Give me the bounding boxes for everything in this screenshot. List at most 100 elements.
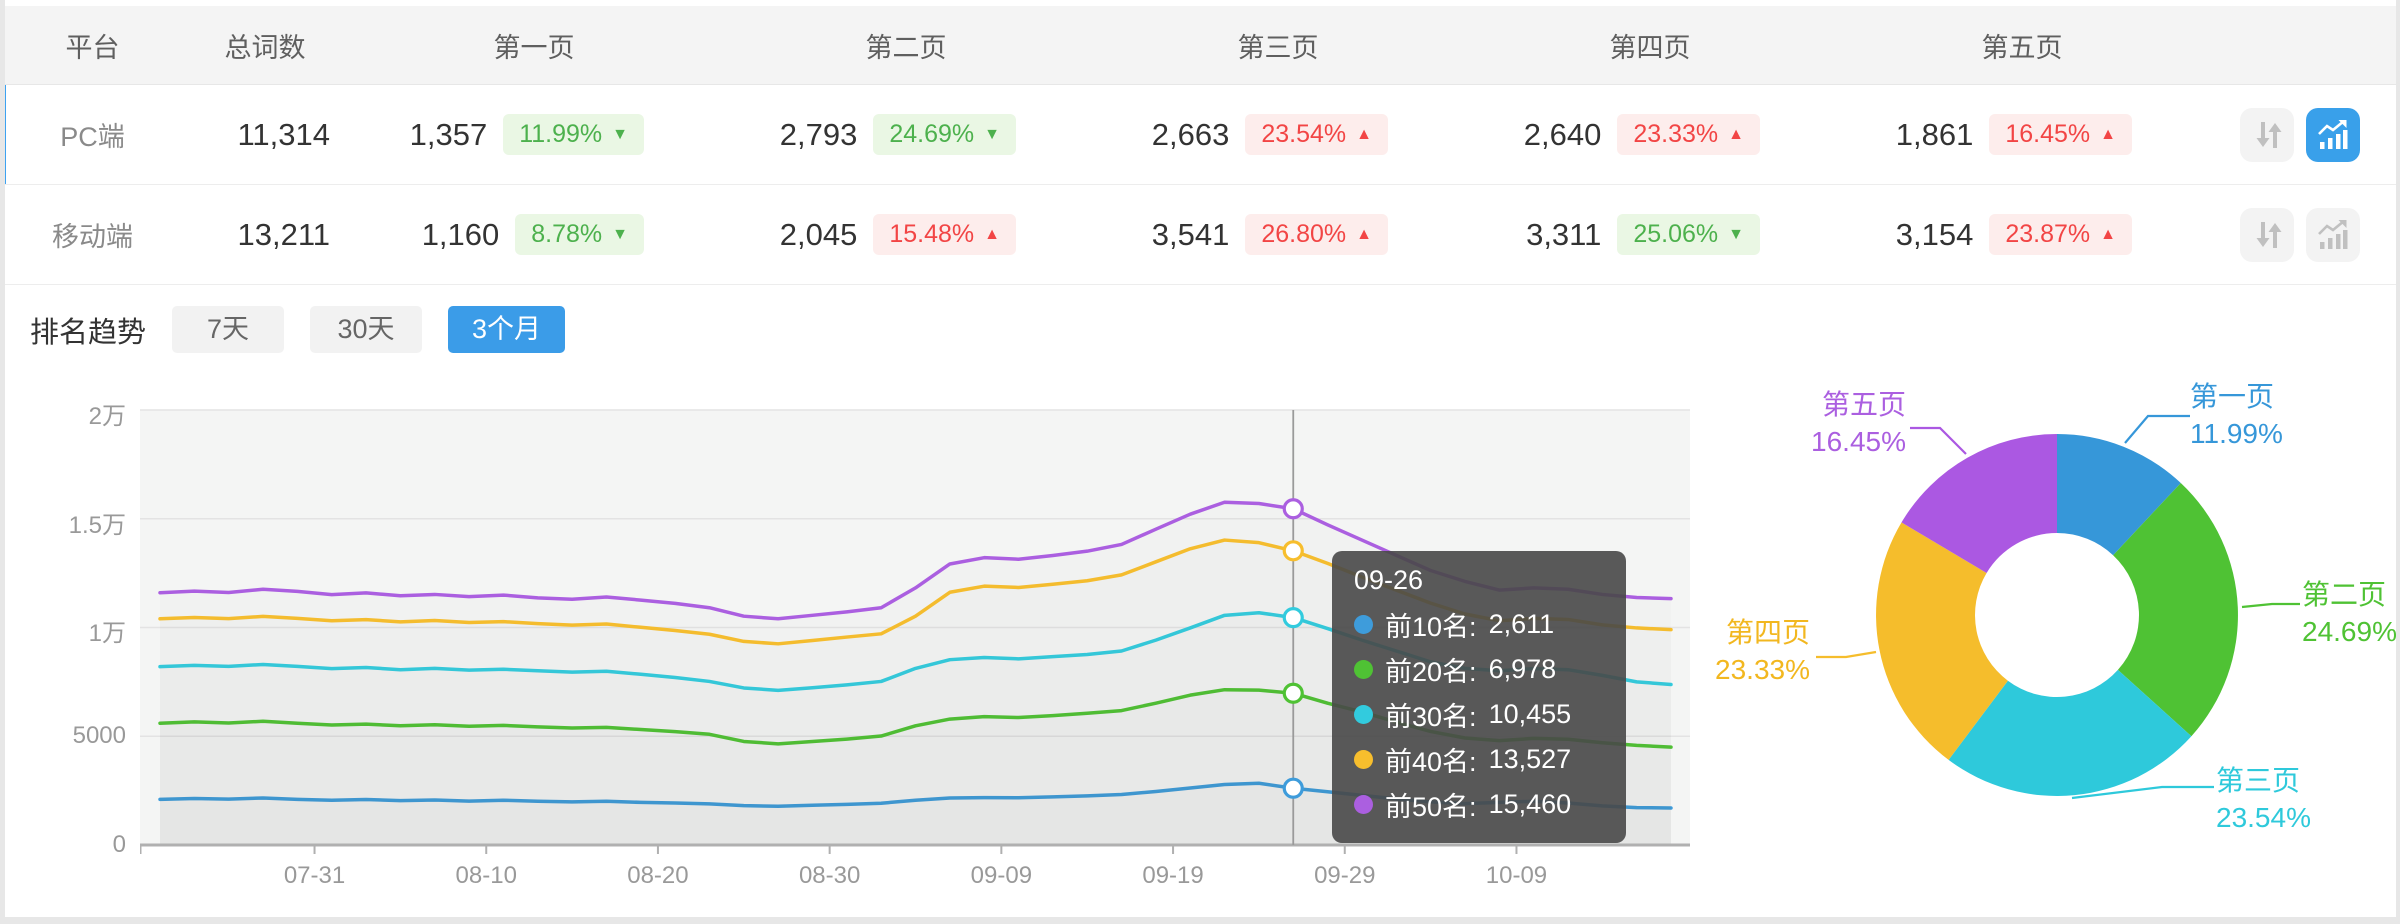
trend-arrow-icon: ▲: [1728, 125, 1744, 143]
svg-text:09-29: 09-29: [1314, 862, 1375, 889]
header-page-1: 第一页: [493, 32, 575, 63]
donut-label-page3: 第三页 23.54%: [2216, 765, 2311, 833]
y-axis-label: 0: [112, 831, 126, 858]
sort-button[interactable]: [2240, 207, 2294, 262]
donut-slice-第二页: [2113, 483, 2238, 737]
table-row-pc[interactable]: PC端 11,314 1,357 11.99% ▼ 2,793 24.69% ▼ 2…: [0, 85, 2396, 185]
trend-arrow-icon: ▲: [984, 225, 1000, 243]
pct-badge: 16.45% ▲: [1989, 114, 2132, 155]
chart-button[interactable]: [2306, 107, 2360, 162]
donut-label-page1: 第一页 11.99%: [2190, 381, 2283, 449]
chart-tooltip: 09-26 前10名2,611 前20名6,978 前30名10,455 前40…: [1332, 551, 1626, 843]
page2-cell: 2,045 15.48% ▲: [742, 214, 1114, 255]
page-count: 1,160: [421, 216, 500, 252]
sort-arrows-icon: [2256, 121, 2282, 148]
trend-arrow-icon: ▲: [1356, 225, 1372, 243]
range-button-7d[interactable]: 7天: [172, 306, 285, 353]
y-axis-label: 2万: [88, 403, 126, 430]
sort-button[interactable]: [2240, 107, 2294, 162]
pct-badge: 24.69% ▼: [873, 114, 1016, 155]
pct-badge: 15.48% ▲: [873, 214, 1016, 255]
line-chart-icon: [2318, 119, 2348, 149]
page5-cell: 3,154 23.87% ▲: [1858, 214, 2230, 255]
section-title: 排名趋势: [30, 316, 147, 349]
page-share-donut-chart[interactable]: 第一页 11.99% 第二页 24.69% 第三页 23.54% 第四页 23.33% …: [1700, 370, 2400, 860]
trend-arrow-icon: ▼: [612, 125, 628, 143]
range-button-30d[interactable]: 30天: [310, 306, 423, 353]
y-axis-label: 1.5万: [68, 512, 126, 539]
trend-arrow-icon: ▼: [1728, 225, 1744, 243]
series-dot-icon: [1354, 795, 1373, 814]
total-words: 11,314: [237, 116, 330, 152]
y-axis-label: 5000: [72, 722, 126, 749]
tooltip-date: 09-26: [1354, 565, 1424, 595]
header-page-3: 第三页: [1237, 32, 1319, 63]
line-chart-icon: [2318, 219, 2348, 249]
row-actions: [2230, 207, 2396, 262]
trend-arrow-icon: ▼: [984, 125, 1000, 143]
svg-text:08-30: 08-30: [799, 862, 860, 889]
tooltip-row: 前30名10,455: [1354, 692, 1604, 737]
trend-toolbar: 排名趋势 7天 30天 3个月: [30, 306, 566, 353]
trend-arrow-icon: ▲: [2100, 225, 2116, 243]
tooltip-row: 前40名13,527: [1354, 737, 1604, 782]
window-edge: [0, 0, 5, 924]
tooltip-row: 前20名6,978: [1354, 647, 1604, 692]
header-total: 总词数: [224, 32, 306, 63]
trend-arrow-icon: ▲: [1356, 125, 1372, 143]
y-axis-label: 1万: [88, 620, 126, 647]
table-header: 平台 总词数 第一页 第二页 第三页 第四页 第五页: [5, 6, 2396, 85]
page1-cell: 1,160 8.78% ▼: [370, 214, 742, 255]
window-edge: [0, 917, 2400, 924]
rank-table: 平台 总词数 第一页 第二页 第三页 第四页 第五页 PC端 11,314 1,…: [0, 6, 2396, 285]
page3-cell: 3,541 26.80% ▲: [1114, 214, 1486, 255]
pct-badge: 23.33% ▲: [1617, 114, 1760, 155]
pct-badge: 11.99% ▼: [503, 114, 644, 155]
page4-cell: 2,640 23.33% ▲: [1486, 114, 1858, 155]
total-words: 13,211: [237, 216, 330, 252]
sort-arrows-icon: [2256, 221, 2282, 248]
pct-badge: 23.87% ▲: [1989, 214, 2132, 255]
tooltip-row: 前10名2,611: [1354, 602, 1604, 647]
page2-cell: 2,793 24.69% ▼: [742, 114, 1114, 155]
header-page-4: 第四页: [1609, 32, 1691, 63]
platform-label: 移动端: [52, 222, 133, 252]
trend-arrow-icon: ▲: [2100, 125, 2116, 143]
donut-label-page2: 第二页 24.69%: [2302, 579, 2397, 647]
trend-arrow-icon: ▼: [612, 225, 628, 243]
svg-text:09-09: 09-09: [971, 862, 1032, 889]
donut-slice-第三页: [1948, 669, 2192, 796]
svg-text:10-09: 10-09: [1486, 862, 1547, 889]
platform-label: PC端: [60, 122, 125, 152]
page1-cell: 1,357 11.99% ▼: [370, 114, 742, 155]
svg-text:08-10: 08-10: [456, 862, 517, 889]
row-actions: [2230, 107, 2396, 162]
series-dot-icon: [1354, 750, 1373, 769]
pct-badge: 23.54% ▲: [1245, 114, 1388, 155]
svg-text:07-31: 07-31: [284, 862, 345, 889]
table-row-mobile[interactable]: 移动端 13,211 1,160 8.78% ▼ 2,045 15.48% ▲ 3,…: [5, 185, 2396, 285]
pct-badge: 25.06% ▼: [1617, 214, 1760, 255]
chart-button[interactable]: [2306, 207, 2360, 262]
donut-label-page5: 第五页 16.45%: [1811, 389, 1906, 457]
page-count: 1,861: [1895, 116, 1974, 152]
page-count: 2,663: [1151, 116, 1230, 152]
donut-slice-第四页: [1876, 522, 2008, 760]
header-page-5: 第五页: [1981, 32, 2063, 63]
header-platform: 平台: [65, 32, 120, 63]
tooltip-row: 前50名15,460: [1354, 782, 1604, 827]
page-count: 3,311: [1526, 216, 1602, 252]
pct-badge: 8.78% ▼: [515, 214, 644, 255]
window-edge: [2396, 0, 2400, 924]
donut-slice-第五页: [1901, 434, 2057, 573]
svg-text:08-20: 08-20: [627, 862, 688, 889]
pct-badge: 26.80% ▲: [1245, 214, 1388, 255]
series-dot-icon: [1354, 705, 1373, 724]
header-page-2: 第二页: [865, 32, 947, 63]
page-count: 3,541: [1151, 216, 1230, 252]
donut-slice-第一页: [2057, 434, 2181, 556]
svg-text:09-19: 09-19: [1142, 862, 1203, 889]
range-button-3m[interactable]: 3个月: [448, 306, 566, 353]
page-count: 3,154: [1895, 216, 1974, 252]
